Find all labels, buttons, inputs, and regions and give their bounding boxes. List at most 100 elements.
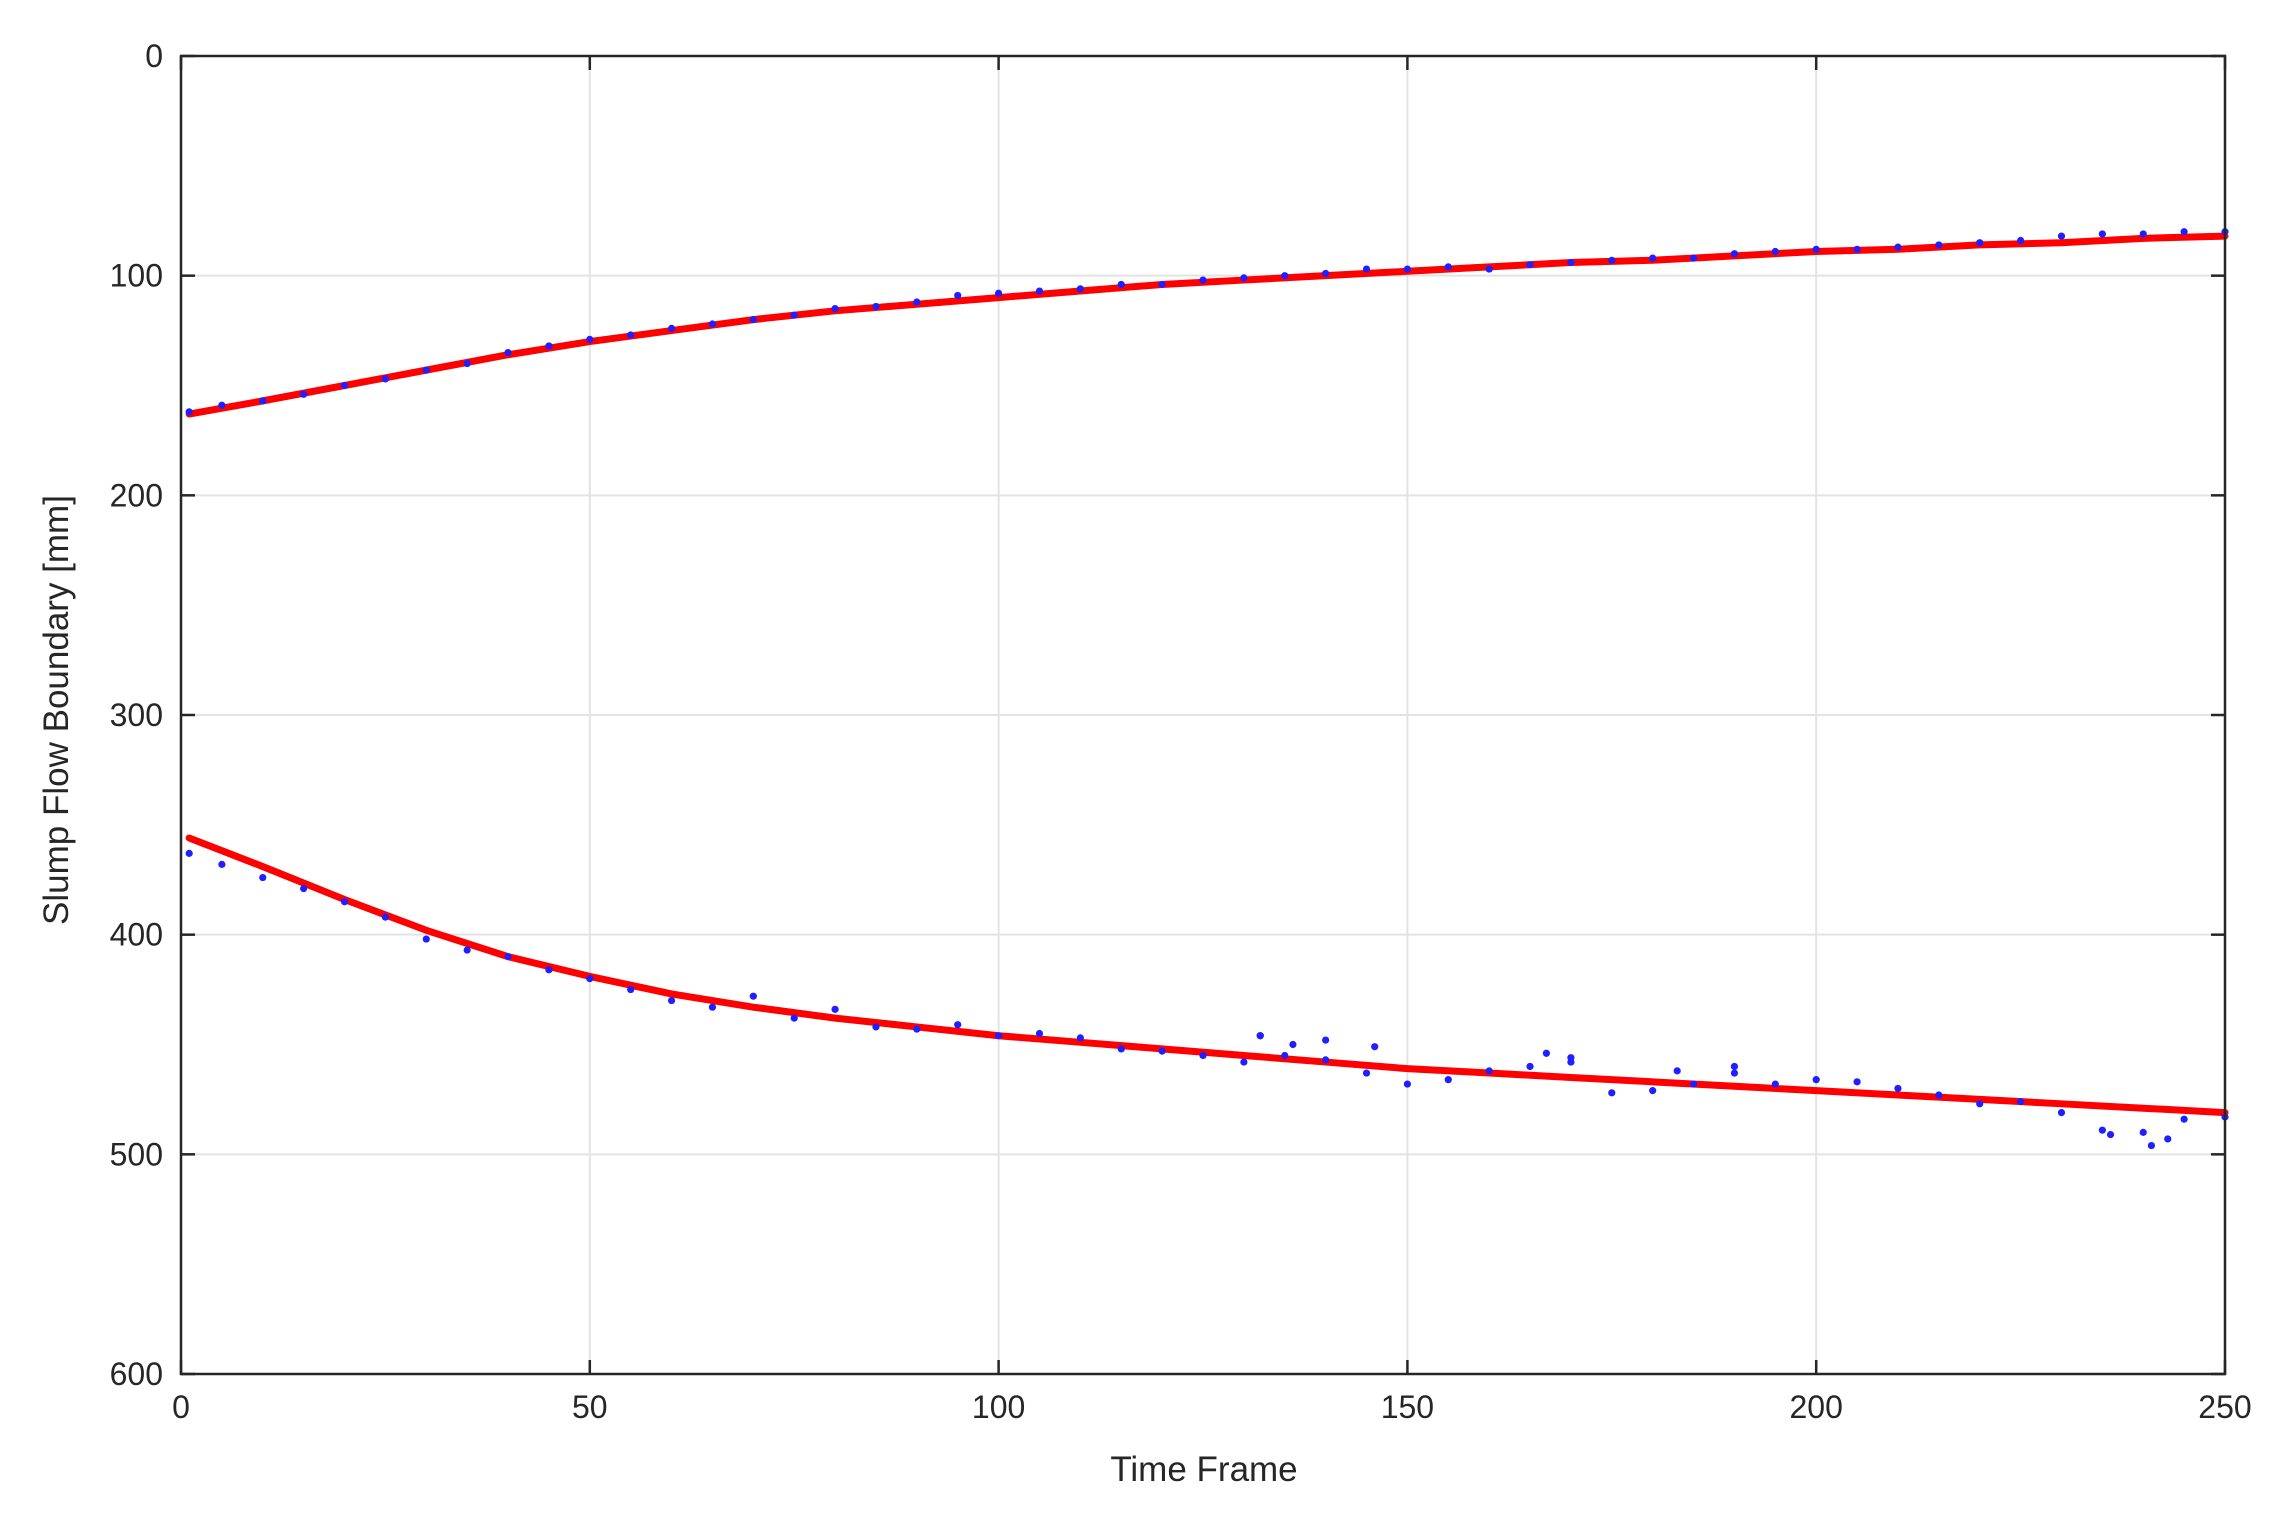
data-point — [627, 985, 635, 994]
data-point — [1771, 1080, 1779, 1088]
data-point — [381, 375, 389, 383]
data-point — [422, 366, 430, 374]
data-point — [1117, 1045, 1125, 1053]
data-point — [185, 408, 193, 416]
data-point — [913, 298, 921, 306]
data-point — [1730, 250, 1739, 258]
data-point — [1608, 256, 1616, 264]
data-point — [831, 305, 839, 313]
data-point — [1322, 1056, 1330, 1064]
data-point — [300, 390, 308, 398]
data-point — [2164, 1135, 2172, 1143]
data-point — [1289, 1040, 1297, 1049]
data-point — [545, 342, 553, 350]
axes — [179, 54, 2227, 1376]
data-point — [1976, 1100, 1984, 1108]
data-point — [1076, 1034, 1084, 1042]
data-point — [954, 291, 962, 300]
data-point — [1485, 1067, 1493, 1075]
data-point — [1894, 243, 1902, 251]
data-point — [1812, 245, 1820, 253]
data-point — [1444, 263, 1452, 271]
x-tick-label: 0 — [172, 1389, 190, 1425]
data-point — [708, 1003, 717, 1011]
data-point — [1608, 1089, 1616, 1097]
data-point — [300, 884, 308, 893]
data-point — [2017, 236, 2025, 245]
y-tick-label: 200 — [110, 477, 163, 513]
y-tick-label: 500 — [110, 1136, 163, 1172]
data-point — [1976, 239, 1984, 247]
data-point — [463, 359, 471, 368]
data-point — [1199, 276, 1207, 284]
y-tick-label: 400 — [110, 917, 163, 953]
data-point — [2098, 230, 2106, 238]
data-point — [1362, 265, 1371, 273]
y-tick-label: 100 — [110, 258, 163, 294]
data-point — [1281, 272, 1289, 280]
data-point — [1853, 245, 1861, 253]
data-point — [504, 348, 512, 357]
data-point — [504, 953, 512, 961]
data-point — [2098, 1126, 2106, 1134]
data-point — [831, 1005, 839, 1013]
data-point — [995, 289, 1003, 297]
data-point — [259, 873, 267, 882]
data-point — [2139, 230, 2147, 238]
data-point — [627, 331, 635, 339]
data-point — [1076, 285, 1084, 293]
data-point — [1526, 261, 1534, 269]
x-tick-label: 50 — [572, 1389, 608, 1425]
data-point — [1117, 280, 1125, 289]
data-point — [185, 849, 193, 857]
data-point — [1567, 1054, 1575, 1062]
data-point — [1240, 1058, 1248, 1066]
data-point — [667, 996, 676, 1005]
data-point — [2017, 1098, 2025, 1106]
data-point — [954, 1021, 962, 1029]
data-point — [2180, 228, 2188, 236]
data-point — [1771, 247, 1779, 256]
data-point — [218, 401, 226, 409]
data-series — [185, 228, 2229, 1150]
data-point — [2106, 1130, 2115, 1139]
data-point — [749, 992, 757, 1000]
tick-labels: 0 50 100 150 200 250 0 100 200 300 400 500 600 — [110, 38, 2252, 1425]
x-axis-label: Time Frame — [1110, 1450, 1297, 1489]
data-point — [1853, 1078, 1861, 1086]
data-point — [586, 335, 594, 343]
data-point — [1158, 280, 1166, 289]
y-tick-label: 300 — [110, 697, 163, 733]
data-point — [1673, 1067, 1681, 1075]
x-tick-label: 200 — [1790, 1389, 1843, 1425]
data-point — [1567, 258, 1575, 267]
data-point — [1035, 1029, 1044, 1038]
data-point — [1322, 1036, 1330, 1044]
data-point — [340, 898, 349, 906]
data-point — [1322, 269, 1330, 278]
data-point — [1935, 241, 1943, 249]
y-axis-label: Slump Flow Boundary [mm] — [37, 495, 76, 925]
x-tick-label: 150 — [1381, 1389, 1434, 1425]
measured-upper-points — [185, 228, 2229, 416]
data-point — [1371, 1043, 1379, 1051]
data-point — [749, 316, 757, 324]
data-point — [586, 975, 594, 983]
y-tick-label: 600 — [110, 1356, 163, 1392]
data-point — [1444, 1076, 1452, 1084]
data-point — [545, 966, 553, 974]
data-point — [1403, 265, 1411, 273]
data-point — [1362, 1069, 1371, 1077]
data-point — [1730, 1069, 1739, 1077]
data-point — [218, 860, 226, 868]
data-point — [1894, 1084, 1902, 1093]
data-point — [1240, 274, 1248, 282]
data-point — [2139, 1128, 2147, 1136]
data-point — [2057, 232, 2066, 240]
data-point — [708, 320, 717, 328]
grid-lines — [181, 56, 2225, 1374]
data-point — [1649, 254, 1657, 262]
data-point — [1542, 1049, 1550, 1057]
data-point — [2147, 1141, 2156, 1150]
